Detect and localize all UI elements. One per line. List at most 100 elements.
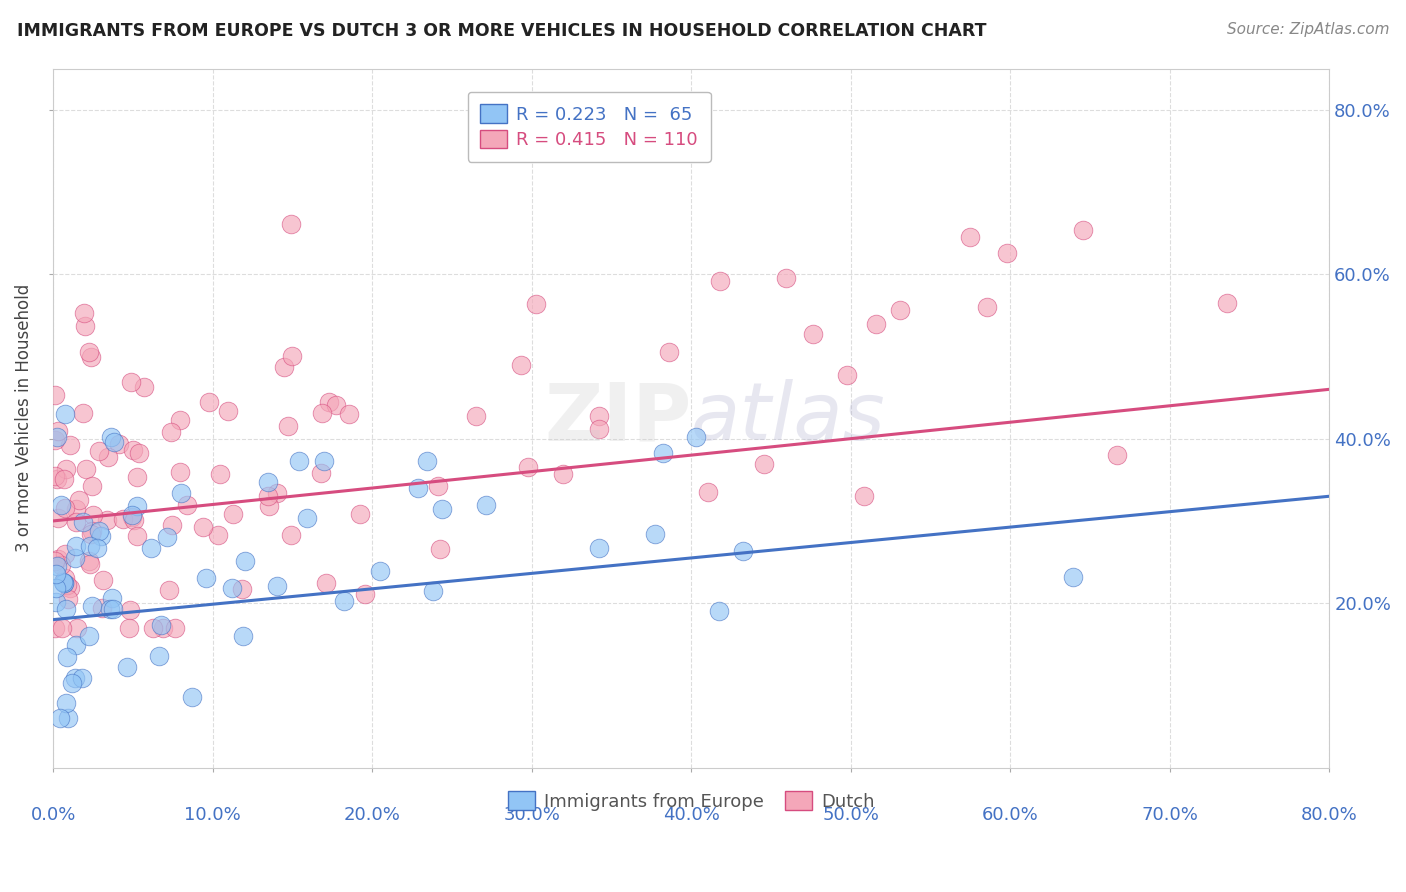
Point [198,395,221,409]
Point [125,470,148,484]
Point [48,711,70,725]
Point [685,430,707,444]
Text: 20.0%: 20.0% [343,806,401,824]
Point [422,583,444,598]
Text: Source: ZipAtlas.com: Source: ZipAtlas.com [1226,22,1389,37]
Point [852,489,875,503]
Point [709,274,731,288]
Point [72,516,94,530]
Point [44,434,66,448]
Point [121,508,143,522]
Point [697,484,720,499]
Point [233,554,256,568]
Point [551,467,574,482]
Point [122,443,145,458]
Point [44,468,66,483]
Point [152,621,174,635]
Point [100,430,122,444]
Point [112,512,135,526]
Point [142,621,165,635]
Point [63,550,86,565]
Point [65,515,87,529]
Point [44,621,66,635]
Point [408,481,430,495]
Point [349,507,371,521]
Point [86,541,108,555]
Point [89,524,111,538]
Point [132,379,155,393]
Point [588,541,610,556]
Point [259,499,281,513]
Point [79,539,101,553]
Point [56,649,79,664]
Point [644,527,666,541]
Point [82,508,104,522]
Point [163,621,186,635]
Point [77,554,100,568]
Text: 80.0%: 80.0% [1301,806,1358,824]
Point [333,594,356,608]
Point [651,445,673,459]
Point [101,591,124,606]
Point [128,446,150,460]
Point [72,671,94,685]
Point [180,690,202,704]
Point [52,576,75,591]
Point [55,462,77,476]
Point [80,478,103,492]
Point [208,467,231,482]
Point [465,409,488,423]
Point [865,317,887,331]
Point [266,485,288,500]
Text: ZIP: ZIP [544,379,692,457]
Point [169,465,191,479]
Point [1215,296,1237,310]
Point [325,398,347,412]
Point [709,604,731,618]
Point [53,571,76,585]
Point [156,530,179,544]
Point [60,676,83,690]
Point [59,582,82,596]
Point [55,602,77,616]
Point [44,388,66,402]
Point [55,697,77,711]
Point [280,217,302,231]
Point [101,602,124,616]
Point [195,570,218,584]
Point [733,544,755,558]
Point [66,621,89,635]
Point [97,450,120,464]
Point [1062,569,1084,583]
Point [46,558,69,573]
Text: 40.0%: 40.0% [662,806,720,824]
Point [67,493,90,508]
Point [432,502,454,516]
Point [46,430,69,444]
Point [257,475,280,489]
Point [207,528,229,542]
Point [46,510,69,524]
Point [53,501,76,516]
Point [91,600,114,615]
Text: 50.0%: 50.0% [823,806,879,824]
Point [53,407,76,421]
Point [318,395,340,409]
Point [588,409,610,424]
Point [65,638,87,652]
Point [96,512,118,526]
Point [752,457,775,471]
Point [309,467,332,481]
Point [53,547,76,561]
Point [311,406,333,420]
Point [56,578,79,592]
Point [256,489,278,503]
Point [53,472,76,486]
Point [87,443,110,458]
Point [429,541,451,556]
Point [63,671,86,685]
Point [222,507,245,521]
Text: atlas: atlas [692,379,886,457]
Point [80,524,103,538]
Text: 70.0%: 70.0% [1142,806,1198,824]
